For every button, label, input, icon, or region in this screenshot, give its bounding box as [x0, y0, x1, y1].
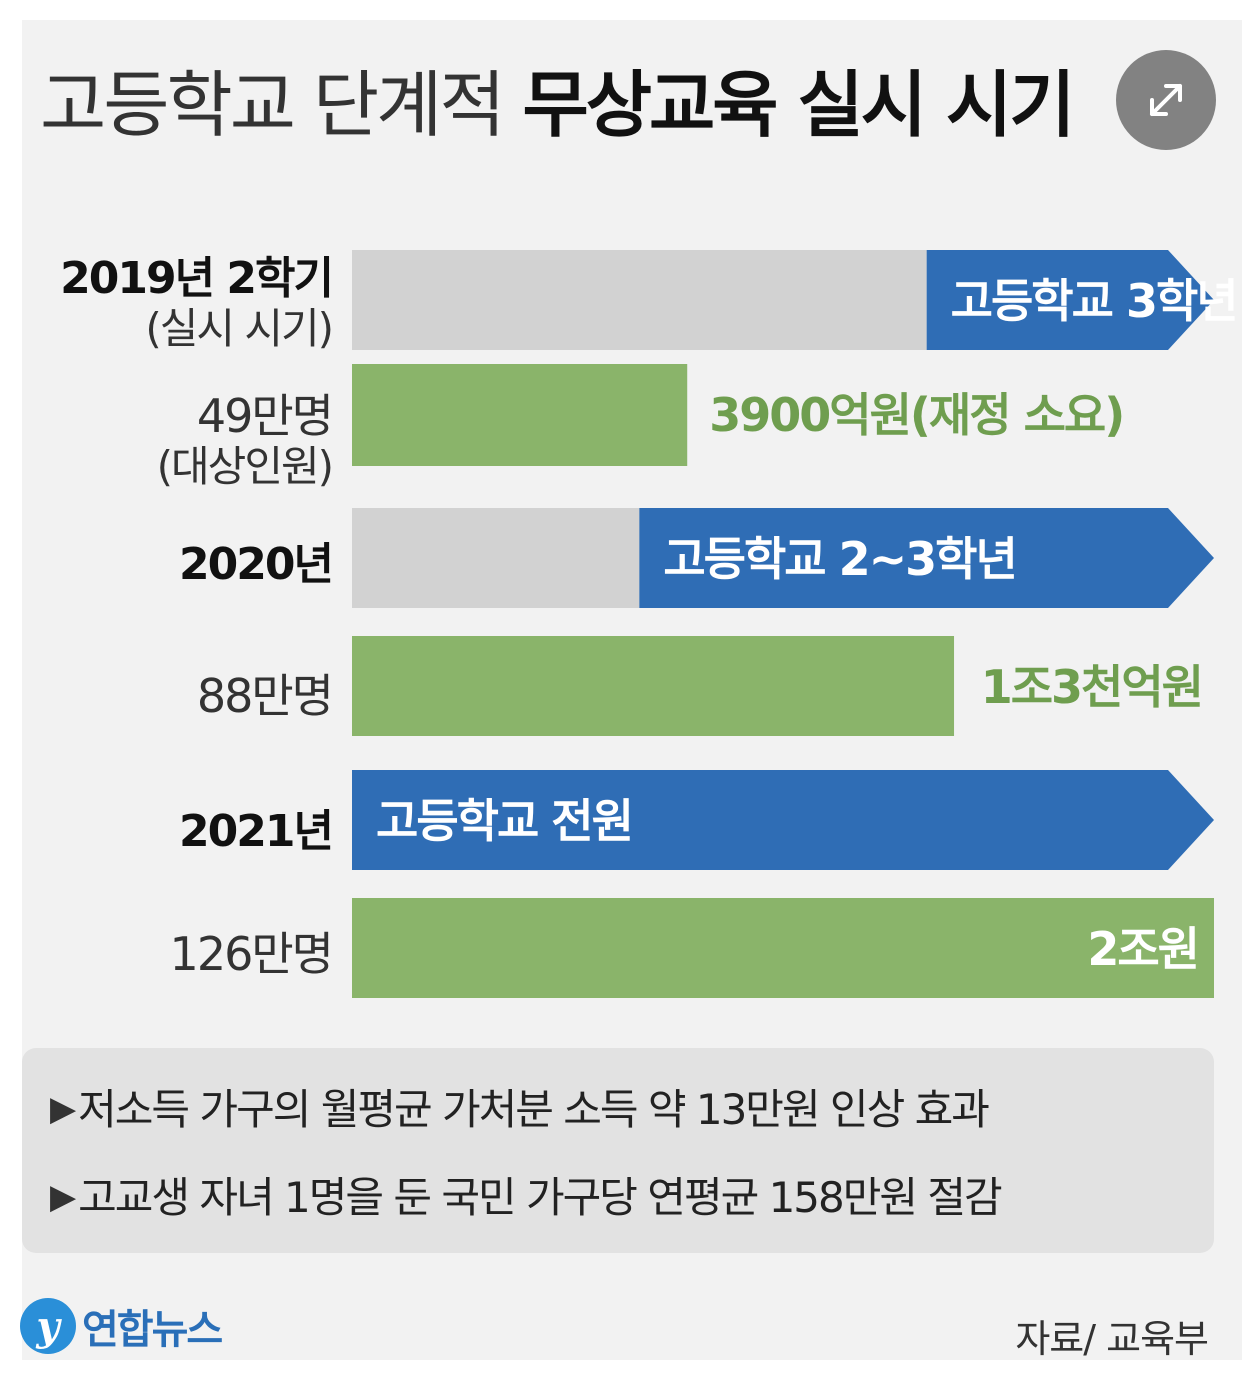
students-bar: [352, 636, 955, 736]
grade-arrow-bar: [926, 250, 1214, 350]
row-count-sub-label: (대상인원): [156, 442, 334, 491]
row-year-sub-label: (실시 시기): [145, 304, 334, 353]
note-text: 저소득 가구의 월평균 가처분 소득 약 13만원 인상 효과: [78, 1085, 990, 1134]
grade-arrow-bar: [352, 770, 1214, 870]
row-count-label-2021: 126만명: [169, 927, 334, 981]
note-item: ▶고교생 자녀 1명을 둔 국민 가구당 연평균 158만원 절감: [50, 1164, 1003, 1225]
row-year-label-2020: 2020년: [179, 539, 334, 590]
title-bold: 무상교육 실시 시기: [522, 63, 1075, 147]
triangle-bullet-icon: ▶: [50, 1177, 76, 1217]
students-bar: [352, 898, 1214, 998]
note-text: 고교생 자녀 1명을 둔 국민 가구당 연평균 158만원 절감: [78, 1173, 1002, 1222]
grade-arrow-bar: [639, 508, 1214, 608]
grade-arrow-label: 고등학교 3학년: [951, 274, 1237, 328]
expand-icon: [1150, 84, 1182, 116]
row-year-label-2019: 2019년 2학기: [60, 253, 334, 304]
source-label: 자료/ 교육부: [1015, 1317, 1209, 1361]
page-title: 고등학교 단계적 무상교육 실시 시기: [40, 50, 1200, 160]
logo-text: 연합뉴스: [82, 1307, 223, 1353]
logo-mark: y: [20, 1298, 76, 1354]
gray-track-bar: [352, 250, 927, 350]
students-bar: [352, 364, 688, 466]
grade-arrow-label: 고등학교 2~3학년: [663, 532, 1016, 586]
row-count-label-2019: 49만명: [196, 389, 334, 443]
grade-arrow-label: 고등학교 전원: [376, 794, 632, 848]
gray-track-bar: [352, 508, 640, 608]
budget-label: 2조원: [1087, 922, 1198, 976]
row-year-label-2021: 2021년: [179, 806, 334, 857]
row-count-label-2020: 88만명: [196, 669, 334, 723]
budget-label: 3900억원(재정 소요): [709, 388, 1123, 442]
yonhap-logo: y 연합뉴스: [20, 1296, 223, 1356]
expand-button[interactable]: [1116, 50, 1216, 150]
chart: 고등학교 3학년 3900억원(재정 소요) 고등학교 2~3학년 1조3천억원고등학…: [352, 250, 1239, 998]
triangle-bullet-icon: ▶: [50, 1089, 76, 1129]
budget-label: 1조3천억원: [981, 660, 1202, 714]
note-item: ▶저소득 가구의 월평균 가처분 소득 약 13만원 인상 효과: [50, 1076, 990, 1137]
title-light: 고등학교 단계적: [40, 63, 506, 147]
notes-box: ▶저소득 가구의 월평균 가처분 소득 약 13만원 인상 효과 ▶고교생 자녀…: [22, 1048, 1214, 1253]
